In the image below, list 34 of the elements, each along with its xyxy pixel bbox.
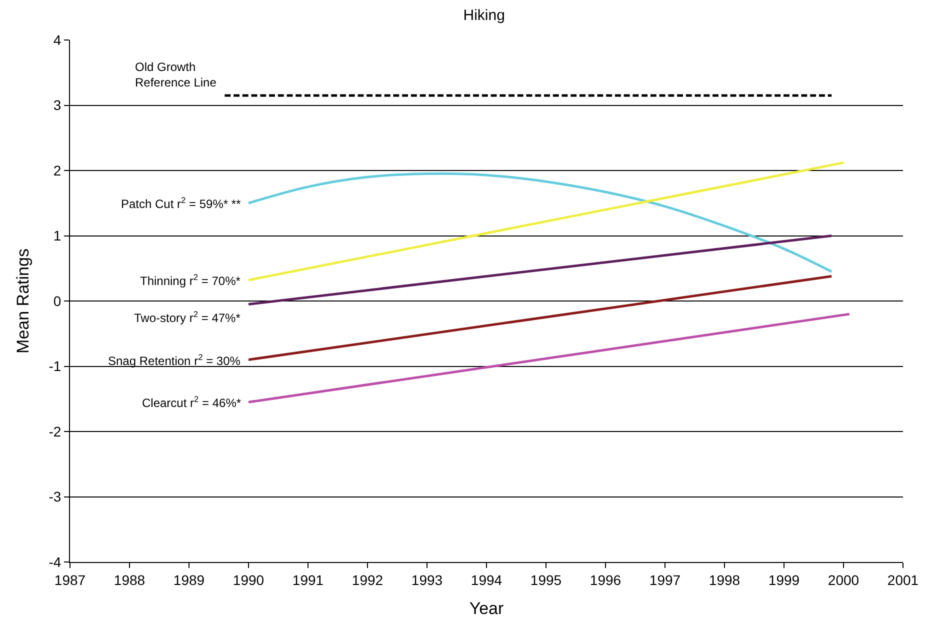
y-tick-label: 4	[53, 32, 62, 48]
y-tick-label: 2	[53, 162, 62, 178]
x-tick-label: 1989	[173, 572, 205, 588]
x-tick-label: 2001	[887, 572, 919, 588]
x-tick-label: 1994	[470, 572, 502, 588]
x-tick-label: 1988	[114, 572, 146, 588]
x-tick-label: 1999	[768, 572, 800, 588]
x-tick-label: 1987	[54, 572, 86, 588]
x-tick-label: 2000	[828, 572, 860, 588]
x-tick-label: 1990	[232, 572, 264, 588]
y-tick-label: 0	[53, 292, 62, 309]
y-tick-label: 3	[53, 97, 62, 114]
series-label: Clearcut r$^{2}$ = 46%*	[142, 394, 242, 410]
x-tick-label: 1997	[649, 572, 681, 588]
y-axis-title: Mean Ratings	[13, 248, 32, 354]
line-series	[247, 172, 833, 273]
chart-title: Hiking	[463, 6, 505, 24]
x-tick-label: 1991	[292, 572, 324, 588]
y-tick-label: -2	[48, 423, 62, 440]
series-label: Thinning r$^{2}$ = 70%*	[140, 272, 241, 288]
x-tick-label: 1992	[352, 572, 384, 588]
series-label: Two-story r$^{2}$ = 47%*	[134, 309, 241, 326]
series-label: Patch Cut r$^{2}$ = 59%* **	[121, 195, 242, 212]
series-label: Old Growth Reference Line	[135, 60, 217, 90]
x-tick-label: 1993	[411, 572, 443, 588]
x-axis-title: Year	[469, 599, 504, 618]
y-tick-label: -3	[48, 488, 62, 505]
y-tick-label: -1	[48, 358, 62, 374]
y-tick-label: 1	[53, 228, 62, 244]
series-label: Snag Retention r$^{2}$ = 30%	[108, 352, 241, 368]
x-tick-label: 1998	[708, 572, 740, 588]
y-tick-label: -4	[48, 554, 62, 570]
x-tick-label: 1996	[590, 572, 622, 588]
x-tick-label: 1995	[530, 572, 562, 588]
